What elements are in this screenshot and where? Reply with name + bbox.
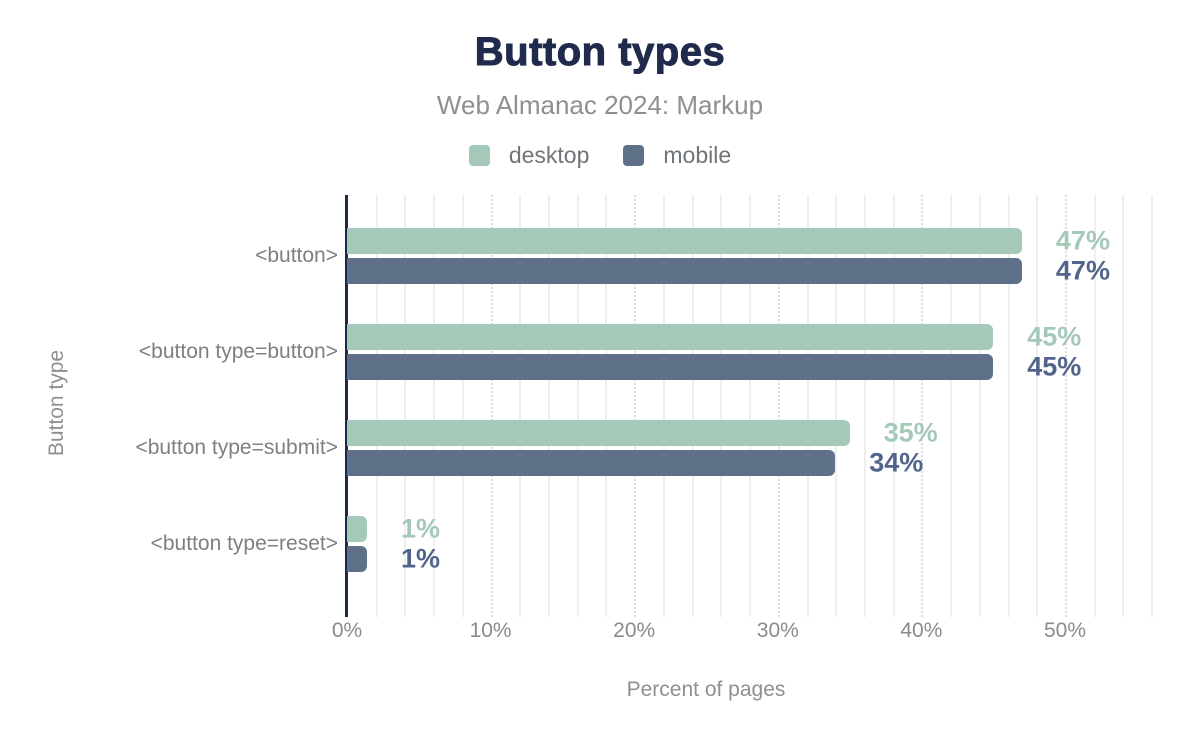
- major-gridline: [634, 195, 637, 617]
- minor-gridline: [806, 195, 809, 617]
- x-axis-title: Percent of pages: [626, 678, 786, 701]
- category-label: <button type=submit>: [135, 436, 338, 459]
- minor-gridline: [548, 195, 551, 617]
- chart-title: Button types: [474, 30, 726, 75]
- x-tick-label: 10%: [469, 619, 512, 642]
- value-label-mobile: 1%: [401, 543, 441, 574]
- minor-gridline: [1007, 195, 1010, 617]
- legend-label-mobile: mobile: [663, 142, 732, 168]
- minor-gridline: [720, 195, 723, 617]
- major-gridline: [777, 195, 780, 617]
- category-label: <button type=reset>: [150, 532, 338, 555]
- value-label-desktop: 47%: [1055, 225, 1110, 256]
- major-gridline: [921, 195, 924, 617]
- y-axis-line: [345, 195, 348, 617]
- bar-desktop: [347, 324, 994, 350]
- minor-gridline: [950, 195, 953, 617]
- minor-gridline: [576, 195, 579, 617]
- minor-gridline: [1151, 195, 1154, 617]
- legend-item-desktop: desktop: [468, 142, 590, 169]
- bar-desktop: [347, 516, 367, 542]
- x-tick-label: 50%: [1043, 619, 1087, 642]
- minor-gridline: [662, 195, 665, 617]
- legend-item-mobile: mobile: [623, 142, 731, 169]
- minor-gridline: [404, 195, 407, 617]
- bar-mobile: [347, 354, 994, 380]
- minor-gridline: [375, 195, 378, 617]
- minor-gridline: [461, 195, 464, 617]
- bar-mobile: [347, 450, 836, 476]
- value-label-desktop: 1%: [401, 513, 441, 544]
- legend-swatch-desktop-icon: [468, 145, 490, 166]
- value-label-desktop: 45%: [1027, 321, 1082, 352]
- chart-subtitle: Web Almanac 2024: Markup: [436, 90, 764, 120]
- minor-gridline: [1093, 195, 1096, 617]
- major-gridline: [490, 195, 493, 617]
- legend: desktop mobile: [0, 142, 1200, 169]
- minor-gridline: [1122, 195, 1125, 617]
- category-label: <button type=button>: [138, 340, 338, 363]
- bar-mobile: [347, 546, 367, 572]
- value-label-mobile: 34%: [869, 447, 924, 478]
- legend-swatch-mobile-icon: [623, 145, 645, 166]
- minor-gridline: [835, 195, 838, 617]
- bar-desktop: [347, 228, 1022, 254]
- x-tick-label: 0%: [331, 619, 363, 642]
- value-label-mobile: 47%: [1055, 255, 1110, 286]
- minor-gridline: [978, 195, 981, 617]
- x-tick-label: 40%: [900, 619, 943, 642]
- major-gridline: [1065, 195, 1067, 617]
- bar-desktop: [347, 420, 850, 446]
- x-tick-label: 30%: [756, 619, 799, 642]
- minor-gridline: [433, 195, 436, 617]
- category-label: <button>: [255, 244, 338, 267]
- minor-gridline: [519, 195, 522, 617]
- bar-mobile: [347, 258, 1022, 284]
- minor-gridline: [1036, 195, 1039, 617]
- minor-gridline: [605, 195, 608, 617]
- minor-gridline: [691, 195, 694, 617]
- minor-gridline: [863, 195, 866, 617]
- minor-gridline: [749, 195, 752, 617]
- minor-gridline: [892, 195, 895, 617]
- value-label-mobile: 45%: [1027, 351, 1082, 382]
- value-label-desktop: 35%: [883, 417, 938, 448]
- legend-label-desktop: desktop: [508, 142, 590, 168]
- x-tick-label: 20%: [613, 619, 656, 642]
